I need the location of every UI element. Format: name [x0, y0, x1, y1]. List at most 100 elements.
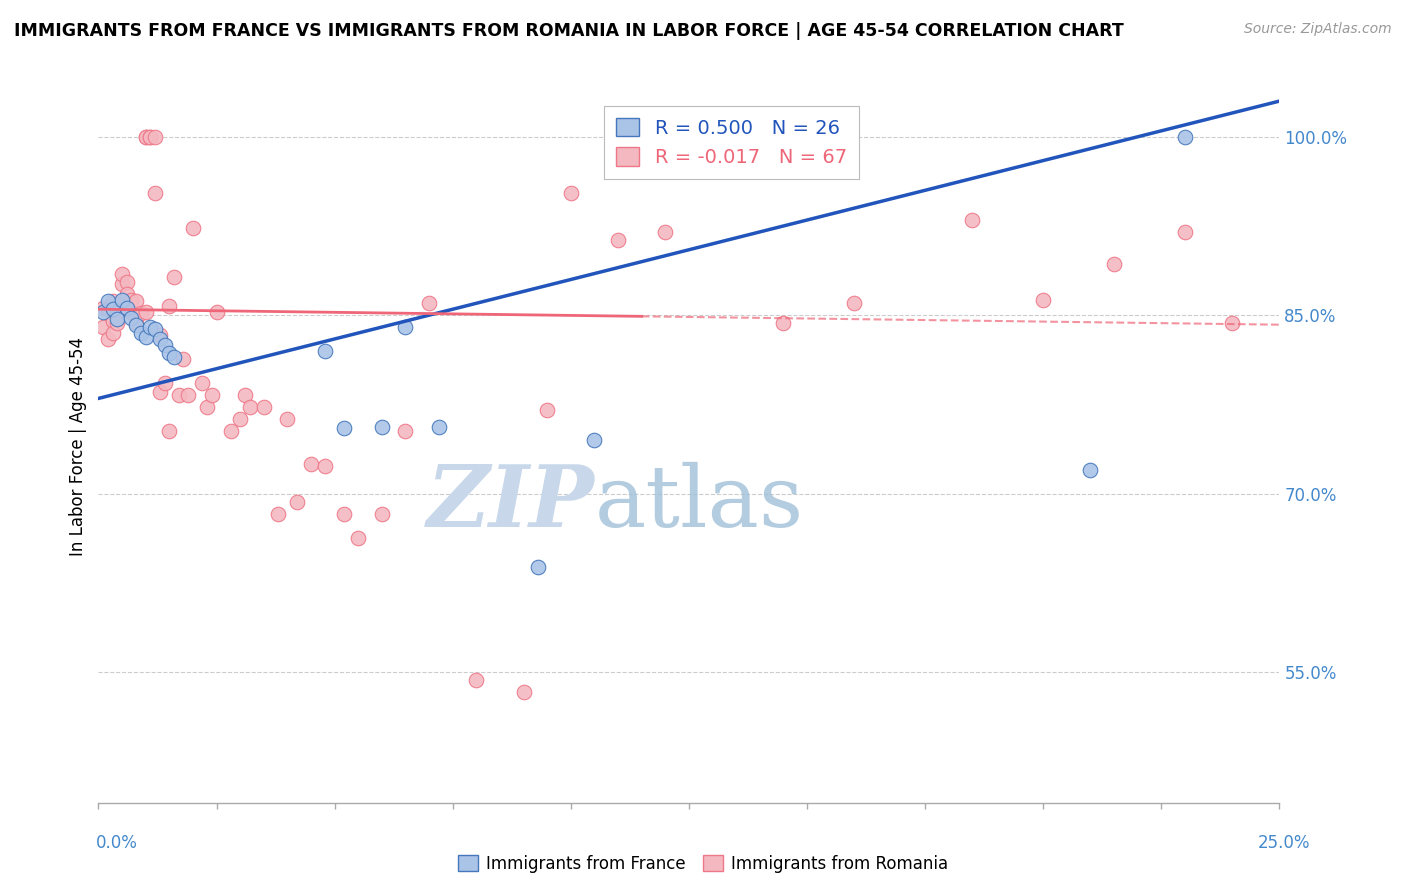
Point	[167, 388, 190, 402]
Point	[314, 459, 336, 474]
Point	[267, 507, 290, 521]
Point	[129, 306, 152, 320]
Point	[111, 267, 134, 281]
Text: 0.0%: 0.0%	[96, 834, 138, 852]
Point	[333, 421, 356, 435]
Point	[149, 385, 172, 400]
Point	[1080, 463, 1102, 477]
Legend: R = 0.500   N = 26, R = -0.017   N = 67: R = 0.500 N = 26, R = -0.017 N = 67	[605, 106, 859, 179]
Point	[219, 424, 242, 438]
Point	[97, 293, 120, 308]
Point	[105, 317, 128, 331]
Point	[239, 400, 262, 414]
Point	[253, 400, 276, 414]
Point	[418, 296, 440, 310]
Point	[172, 352, 194, 367]
Point	[115, 275, 138, 289]
Point	[157, 346, 180, 360]
Legend: Immigrants from France, Immigrants from Romania: Immigrants from France, Immigrants from …	[451, 848, 955, 880]
Point	[1102, 257, 1125, 271]
Point	[91, 304, 114, 318]
Point	[536, 403, 558, 417]
Point	[143, 129, 166, 144]
Point	[143, 322, 166, 336]
Text: 25.0%: 25.0%	[1258, 834, 1310, 852]
Point	[91, 301, 114, 315]
Point	[201, 388, 224, 402]
Point	[1174, 129, 1197, 144]
Point	[105, 311, 128, 326]
Point	[101, 314, 124, 328]
Point	[560, 186, 582, 200]
Point	[314, 343, 336, 358]
Point	[1032, 293, 1054, 307]
Point	[333, 507, 356, 521]
Point	[101, 302, 124, 317]
Point	[153, 376, 176, 390]
Text: Source: ZipAtlas.com: Source: ZipAtlas.com	[1244, 22, 1392, 37]
Point	[139, 320, 162, 334]
Point	[121, 293, 143, 307]
Point	[512, 685, 534, 699]
Point	[135, 304, 157, 318]
Point	[111, 293, 134, 307]
Point	[115, 301, 138, 315]
Point	[105, 304, 128, 318]
Point	[347, 531, 370, 545]
Point	[427, 420, 450, 434]
Text: atlas: atlas	[595, 461, 804, 545]
Point	[125, 293, 148, 308]
Point	[526, 560, 548, 574]
Point	[844, 296, 866, 310]
Point	[1220, 317, 1243, 331]
Point	[139, 129, 162, 144]
Y-axis label: In Labor Force | Age 45-54: In Labor Force | Age 45-54	[69, 336, 87, 556]
Point	[121, 310, 143, 325]
Point	[101, 326, 124, 340]
Point	[233, 388, 256, 402]
Point	[299, 457, 322, 471]
Point	[163, 270, 186, 285]
Point	[101, 293, 124, 308]
Point	[135, 329, 157, 343]
Point	[772, 317, 794, 331]
Point	[205, 304, 228, 318]
Point	[191, 376, 214, 390]
Point	[583, 433, 606, 447]
Point	[115, 286, 138, 301]
Point	[135, 129, 157, 144]
Point	[97, 332, 120, 346]
Text: IMMIGRANTS FROM FRANCE VS IMMIGRANTS FROM ROMANIA IN LABOR FORCE | AGE 45-54 COR: IMMIGRANTS FROM FRANCE VS IMMIGRANTS FRO…	[14, 22, 1123, 40]
Point	[962, 213, 984, 227]
Point	[195, 400, 218, 414]
Point	[1174, 225, 1197, 239]
Point	[772, 129, 794, 144]
Point	[157, 424, 180, 438]
Text: ZIP: ZIP	[426, 461, 595, 545]
Point	[149, 332, 172, 346]
Point	[229, 411, 252, 425]
Point	[285, 495, 308, 509]
Point	[163, 350, 186, 364]
Point	[465, 673, 488, 688]
Point	[371, 420, 394, 434]
Point	[139, 129, 162, 144]
Point	[394, 320, 416, 334]
Point	[121, 304, 143, 318]
Point	[276, 411, 298, 425]
Point	[394, 424, 416, 438]
Point	[143, 186, 166, 200]
Point	[371, 507, 394, 521]
Point	[654, 225, 676, 239]
Point	[149, 328, 172, 343]
Point	[157, 299, 180, 313]
Point	[181, 221, 204, 235]
Point	[97, 302, 120, 317]
Point	[153, 338, 176, 352]
Point	[607, 233, 630, 247]
Point	[125, 318, 148, 332]
Point	[91, 320, 114, 334]
Point	[177, 388, 200, 402]
Point	[129, 326, 152, 340]
Point	[125, 317, 148, 331]
